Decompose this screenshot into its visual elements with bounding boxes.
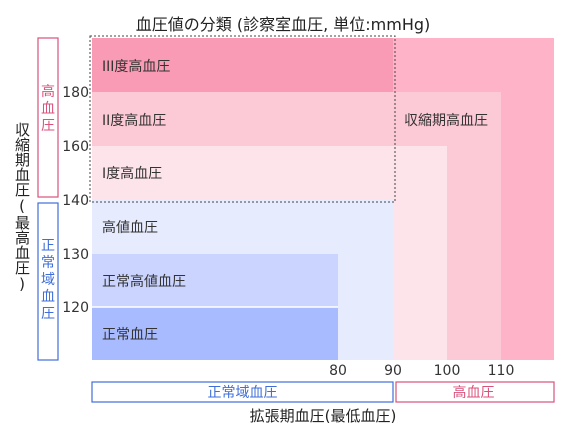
x-tick-label: 110 xyxy=(488,363,515,379)
region-label: III度高血圧 xyxy=(102,58,170,75)
dotted-box xyxy=(89,35,396,203)
x-group-normal-label: 正常域血圧 xyxy=(208,385,278,401)
region-normal-bp xyxy=(92,307,338,360)
x-tick-label: 100 xyxy=(434,363,461,379)
y-tick-label: 160 xyxy=(62,139,89,155)
x-group-hypertension-box xyxy=(395,381,555,403)
region-label: 収縮期高血圧 xyxy=(404,112,488,129)
x-tick-label: 90 xyxy=(384,363,402,379)
y-group-hypertension-label: 高血圧 xyxy=(41,83,55,134)
x-axis-label: 拡張期血圧(最低血圧) xyxy=(249,407,397,425)
chart-title: 血圧値の分類 (診察室血圧, 単位:mmHg) xyxy=(135,15,431,34)
region-grade3-hypertension xyxy=(92,38,393,92)
x-group-hypertension-label: 高血圧 xyxy=(453,384,495,401)
x-group-normal-box xyxy=(91,381,394,403)
y-axis-label: 収縮期血圧(最高血圧) xyxy=(13,122,31,293)
region-label: 正常血圧 xyxy=(102,327,158,343)
y-group-normal-label: 正常域血圧 xyxy=(41,238,55,322)
region-label: I度高血圧 xyxy=(102,165,162,182)
y-tick-label: 120 xyxy=(62,300,89,316)
region-label: 高値血圧 xyxy=(102,219,158,236)
region-label: 正常高値血圧 xyxy=(102,273,186,290)
region-label: II度高血圧 xyxy=(102,112,166,129)
y-group-hypertension-box xyxy=(37,37,59,198)
x-tick-label: 80 xyxy=(329,363,347,379)
y-group-normal-box xyxy=(37,202,59,361)
y-tick-label: 180 xyxy=(62,85,89,101)
y-tick-label: 140 xyxy=(62,193,89,209)
y-tick-label: 130 xyxy=(62,247,89,263)
